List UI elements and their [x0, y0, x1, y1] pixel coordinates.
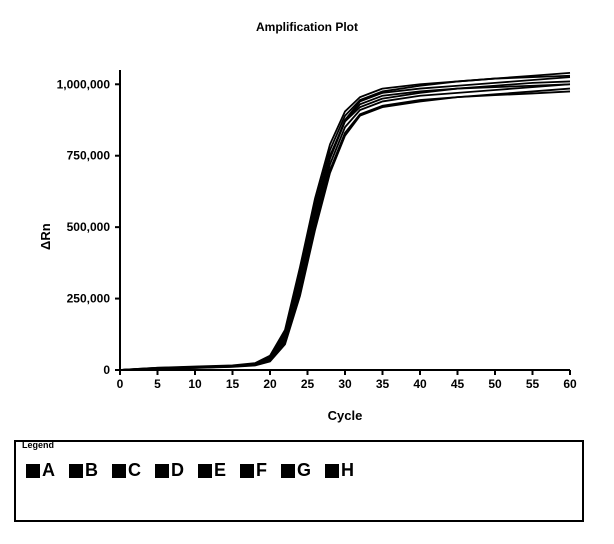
- y-tick-label: 500,000: [67, 220, 111, 234]
- x-tick-label: 10: [188, 377, 202, 391]
- legend-swatch: [325, 464, 339, 478]
- legend-label: D: [171, 460, 184, 480]
- legend-swatch: [26, 464, 40, 478]
- page: { "chart":{ "type":"line", "title":"Ampl…: [0, 0, 614, 544]
- series-D: [120, 89, 570, 370]
- x-tick-label: 30: [338, 377, 352, 391]
- series-A: [120, 81, 570, 370]
- legend-label: F: [256, 460, 267, 480]
- legend-swatch: [281, 464, 295, 478]
- x-tick-label: 60: [563, 377, 577, 391]
- legend-item-A: A: [26, 460, 55, 481]
- x-tick-label: 15: [226, 377, 240, 391]
- amplification-plot: 0 250,000 500,000 750,000 1,000,000 0 5 10 15 20 2…: [0, 0, 614, 430]
- x-tick-label: 5: [154, 377, 161, 391]
- x-tick-label: 0: [117, 377, 124, 391]
- legend-item-C: C: [112, 460, 141, 481]
- legend-item-D: D: [155, 460, 184, 481]
- x-tick-label: 55: [526, 377, 540, 391]
- legend-item-F: F: [240, 460, 267, 481]
- legend-label: B: [85, 460, 98, 480]
- series-C: [120, 77, 570, 370]
- legend-items: A B C D E F G H: [26, 460, 354, 481]
- series-G: [120, 91, 570, 370]
- legend-swatch: [69, 464, 83, 478]
- legend-box: Legend A B C D E F G H: [14, 440, 584, 522]
- legend-item-G: G: [281, 460, 311, 481]
- series-F: [120, 84, 570, 370]
- x-tick-label: 50: [488, 377, 502, 391]
- legend-label: C: [128, 460, 141, 480]
- x-tick-label: 25: [301, 377, 315, 391]
- y-tick-label: 0: [103, 363, 110, 377]
- legend-swatch: [112, 464, 126, 478]
- legend-label: E: [214, 460, 226, 480]
- legend-title: Legend: [22, 440, 54, 450]
- legend-label: A: [42, 460, 55, 480]
- legend-swatch: [198, 464, 212, 478]
- y-tick-label: 250,000: [67, 292, 111, 306]
- legend-swatch: [155, 464, 169, 478]
- legend-label: H: [341, 460, 354, 480]
- x-tick-label: 35: [376, 377, 390, 391]
- y-tick-label: 1,000,000: [57, 77, 111, 91]
- x-tick-label: 45: [451, 377, 465, 391]
- x-tick-label: 20: [263, 377, 277, 391]
- x-tick-label: 40: [413, 377, 427, 391]
- series-E: [120, 73, 570, 370]
- legend-label: G: [297, 460, 311, 480]
- legend-item-B: B: [69, 460, 98, 481]
- legend-item-E: E: [198, 460, 226, 481]
- y-tick-label: 750,000: [67, 149, 111, 163]
- legend-item-H: H: [325, 460, 354, 481]
- legend-swatch: [240, 464, 254, 478]
